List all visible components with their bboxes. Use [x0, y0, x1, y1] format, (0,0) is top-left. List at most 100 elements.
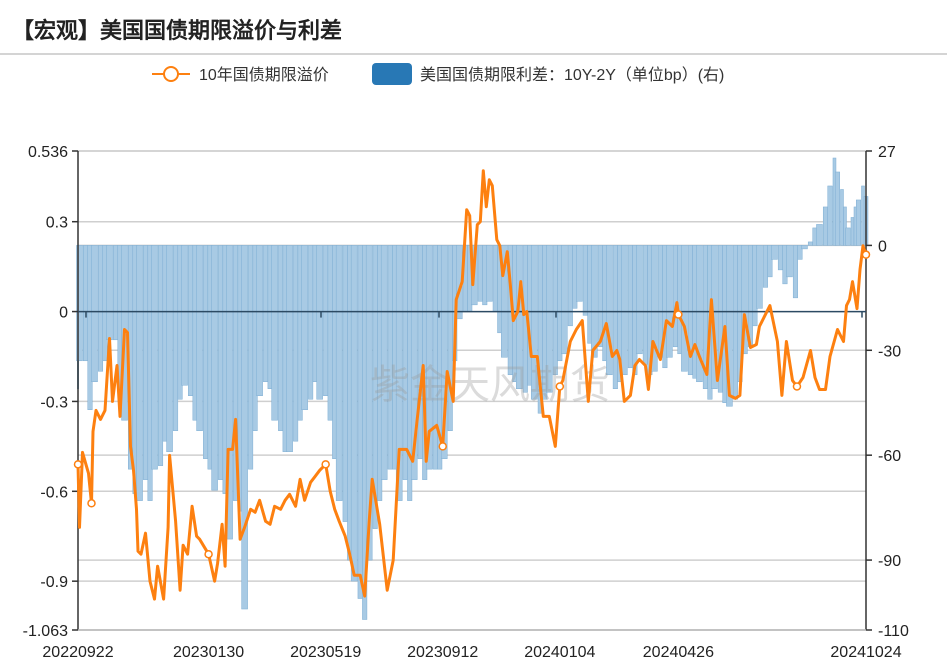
bar — [211, 245, 218, 491]
right-tick-label: -110 — [878, 623, 909, 640]
bar — [327, 245, 333, 421]
bar — [786, 245, 793, 278]
bar — [342, 245, 348, 522]
bar — [83, 245, 89, 362]
bar — [395, 245, 403, 501]
bar — [850, 217, 855, 246]
bar — [546, 245, 553, 393]
legend-marker-icon — [163, 66, 179, 82]
bar — [845, 227, 851, 246]
left-tick-label: 0.3 — [46, 215, 68, 232]
line-marker — [87, 499, 96, 508]
bar — [271, 245, 278, 421]
chart-title: 【宏观】美国国债期限溢价与利差 — [12, 18, 342, 43]
x-tick-label: 20230912 — [407, 644, 478, 661]
bar — [492, 245, 498, 313]
bar — [822, 206, 828, 246]
axes — [72, 150, 872, 631]
bar — [316, 245, 323, 400]
bar — [278, 245, 284, 431]
bar — [756, 245, 763, 309]
bar — [173, 245, 179, 431]
bar — [241, 245, 248, 610]
bar — [567, 245, 573, 327]
left-tick-label: -0.6 — [40, 484, 68, 501]
bar — [636, 245, 643, 355]
bar — [263, 245, 269, 383]
bar — [425, 245, 433, 470]
legend-item-bar[interactable]: 美国国债期限利差：10Y-2Y（单位bp）(右) — [372, 63, 724, 85]
right-tick-label: 27 — [878, 144, 896, 161]
bar — [642, 245, 648, 365]
bar — [797, 245, 803, 260]
bar — [576, 245, 583, 302]
bar — [357, 245, 363, 599]
x-tick-label: 20230130 — [173, 644, 244, 661]
x-tick-label: 20230519 — [290, 644, 361, 661]
bar — [136, 245, 143, 501]
bar — [561, 245, 568, 355]
bar — [792, 245, 798, 299]
legend-bar-icon — [372, 63, 412, 85]
left-tick-label: -1.063 — [23, 623, 68, 640]
bar — [597, 245, 603, 348]
x-tick-label: 20220922 — [42, 644, 113, 661]
bar — [248, 245, 254, 470]
bar — [440, 245, 448, 459]
legend-bar-label: 美国国债期限利差：10Y-2Y（单位bp）(右) — [420, 66, 724, 84]
bar — [666, 245, 673, 358]
bar — [843, 206, 847, 246]
bar — [387, 245, 393, 470]
bar — [591, 245, 598, 358]
bar — [612, 245, 618, 390]
bar — [203, 245, 209, 459]
bar — [301, 245, 308, 410]
bar — [256, 245, 263, 396]
legend-item-line[interactable]: 10年国债期限溢价 — [152, 66, 329, 84]
bar — [855, 199, 861, 246]
bar — [196, 245, 203, 431]
right-tick-label: 0 — [878, 238, 887, 255]
line-marker — [438, 442, 447, 451]
bar — [106, 245, 113, 341]
premium-line — [76, 169, 868, 601]
bar — [98, 245, 104, 372]
bar — [741, 245, 748, 355]
x-tick-label: 20240104 — [524, 644, 595, 661]
bar — [651, 245, 658, 372]
right-tick-label: -90 — [878, 553, 901, 570]
bar — [166, 245, 173, 452]
line-marker — [792, 382, 802, 391]
bar — [380, 245, 388, 480]
bar — [417, 245, 423, 459]
bar — [477, 245, 483, 302]
legend: 10年国债期限溢价 美国国债期限利差：10Y-2Y（单位bp）(右) — [152, 63, 724, 85]
bar — [827, 185, 833, 246]
bar — [762, 245, 768, 288]
line-marker — [861, 250, 871, 259]
bar — [113, 245, 119, 341]
right-tick-label: -30 — [878, 343, 901, 360]
bar — [335, 245, 343, 501]
x-tick-label: 20240426 — [643, 644, 714, 661]
bar — [76, 245, 83, 362]
x-tick-label: 20241024 — [830, 644, 901, 661]
bar — [552, 245, 558, 376]
bar — [293, 245, 299, 442]
bar — [771, 245, 778, 260]
line-marker — [555, 382, 565, 391]
bar — [621, 245, 628, 376]
bar — [672, 245, 678, 348]
bar — [188, 245, 194, 396]
bar — [531, 245, 538, 400]
bar — [816, 224, 823, 246]
bar — [807, 241, 813, 246]
bar — [801, 245, 808, 250]
bar — [350, 245, 358, 582]
bar — [410, 245, 418, 480]
bar — [151, 245, 158, 470]
line-marker — [204, 549, 213, 559]
bar — [226, 245, 233, 540]
bar — [286, 245, 293, 452]
